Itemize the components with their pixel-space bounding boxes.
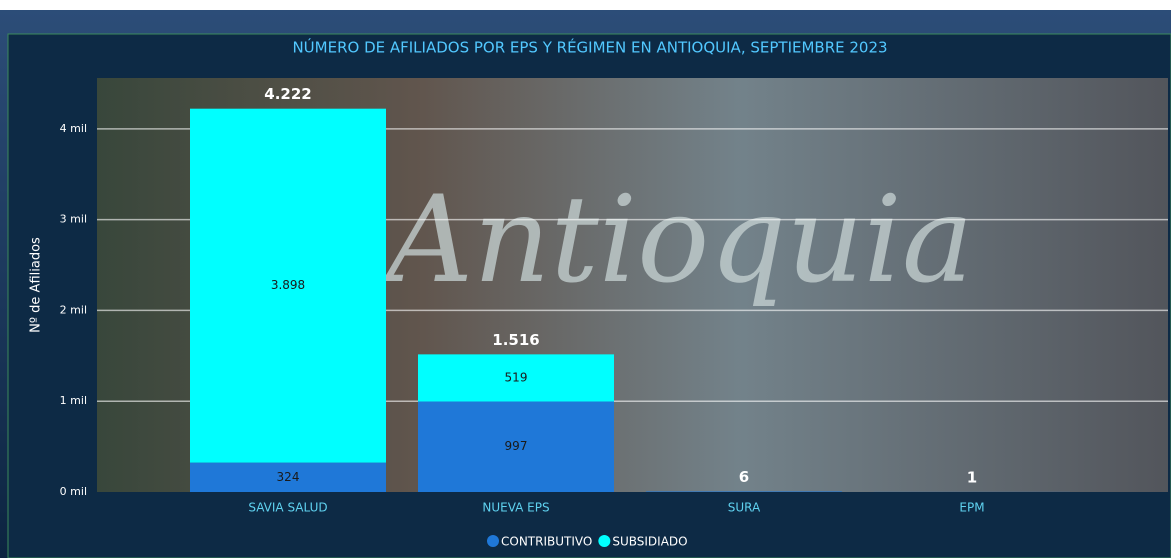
total-label: 6 xyxy=(739,468,749,486)
x-tick-label: SURA xyxy=(728,501,761,515)
legend-label: CONTRIBUTIVO xyxy=(501,535,592,549)
total-label: 1.516 xyxy=(492,331,539,349)
total-label: 1 xyxy=(967,468,977,486)
bar-segment xyxy=(418,354,614,402)
y-tick-label: 3 mil xyxy=(60,213,87,226)
bar-segment xyxy=(418,401,614,492)
bar-segment xyxy=(190,462,386,492)
x-tick-label: NUEVA EPS xyxy=(482,501,549,515)
data-label: 3.898 xyxy=(271,278,305,292)
data-label: 519 xyxy=(505,370,528,384)
y-axis-label: Nº de Afiliados xyxy=(29,237,44,333)
data-label: 324 xyxy=(277,470,300,484)
bar-segment xyxy=(190,108,386,463)
x-tick-label: SAVIA SALUD xyxy=(248,501,327,515)
total-label: 4.222 xyxy=(264,85,311,103)
data-label: 997 xyxy=(505,439,528,453)
legend-swatch xyxy=(487,535,499,547)
y-tick-label: 0 mil xyxy=(60,485,87,498)
y-tick-label: 2 mil xyxy=(60,303,87,316)
legend-swatch xyxy=(598,535,611,547)
x-tick-label: EPM xyxy=(959,501,984,515)
y-tick-label: 1 mil xyxy=(60,394,87,407)
legend-label: SUBSIDIADO xyxy=(612,535,687,549)
chart-title: NÚMERO DE AFILIADOS POR EPS Y RÉGIMEN EN… xyxy=(292,38,887,57)
bar-segment xyxy=(646,491,842,492)
y-tick-label: 4 mil xyxy=(60,122,87,135)
watermark: Antioquia xyxy=(377,171,974,310)
